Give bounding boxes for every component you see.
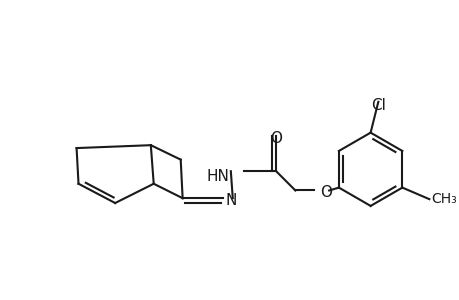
Text: O: O — [269, 131, 281, 146]
Text: N: N — [224, 193, 236, 208]
Text: HN: HN — [206, 169, 229, 184]
Text: CH₃: CH₃ — [431, 192, 456, 206]
Text: Cl: Cl — [370, 98, 385, 113]
Text: O: O — [320, 185, 332, 200]
